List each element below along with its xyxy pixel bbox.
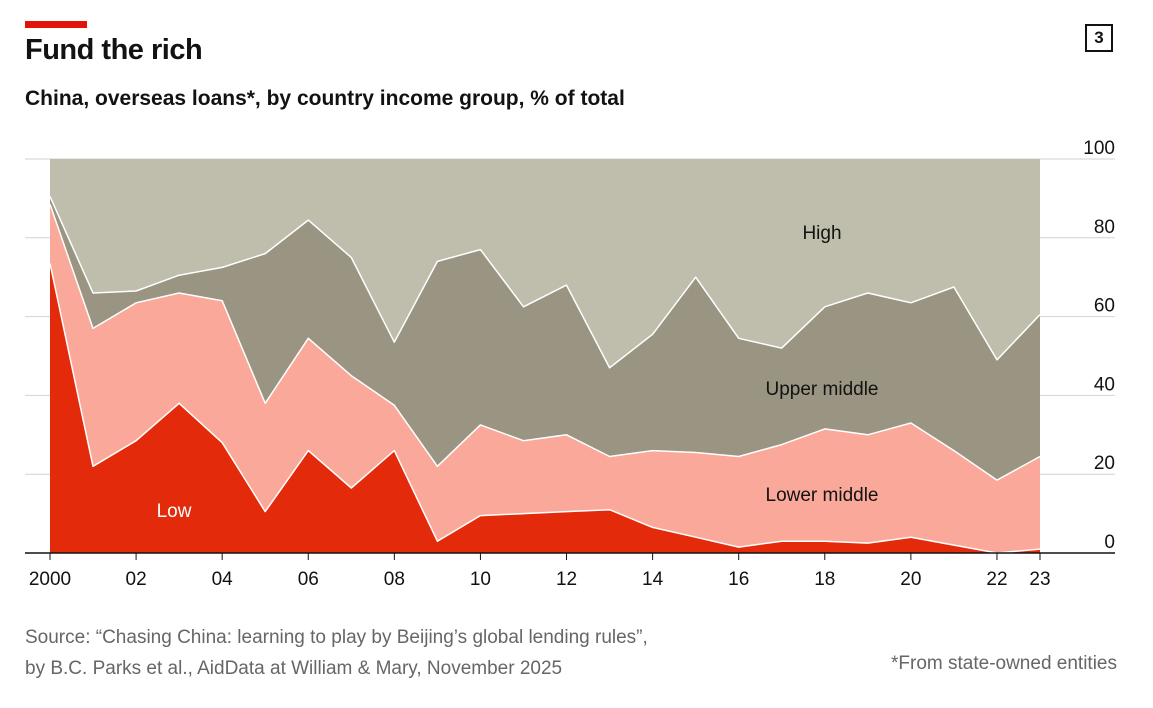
y-tick-label-100: 100 — [1083, 138, 1115, 159]
x-tick-label-2008: 08 — [384, 569, 405, 590]
chart-number-badge: 3 — [1085, 24, 1113, 52]
area-high — [50, 159, 1040, 368]
source-note: Source: “Chasing China: learning to play… — [25, 622, 648, 684]
x-tick-label-2006: 06 — [298, 569, 319, 590]
series-label-upper-middle: Upper middle — [766, 379, 879, 400]
footnote: *From state-owned entities — [891, 653, 1117, 674]
area-low — [50, 263, 1040, 553]
area-upper-middle — [50, 196, 1040, 481]
y-tick-label-0: 0 — [1104, 532, 1115, 553]
x-tick-label-2020: 20 — [900, 569, 921, 590]
x-tick-label-2010: 10 — [470, 569, 491, 590]
y-tick-label-40: 40 — [1094, 374, 1115, 395]
boundary-upper-middle — [49, 196, 1041, 369]
source-line-2: by B.C. Parks et al., AidData at William… — [25, 658, 563, 679]
stacked-area-chart: 0 20 40 60 80 100 2000 02 04 06 08 10 12 14 16 18 20 22 23… — [25, 138, 1115, 590]
series-label-low: Low — [157, 501, 192, 522]
chart-subtitle: China, overseas loans*, by country incom… — [25, 87, 625, 110]
x-tick-label-2023: 23 — [1029, 569, 1050, 590]
x-tick-label-2022: 22 — [986, 569, 1007, 590]
x-tick-label-2000: 2000 — [29, 569, 71, 590]
x-tick-label-2004: 04 — [212, 569, 234, 590]
source-line-1: Source: “Chasing China: learning to play… — [25, 627, 648, 648]
y-tick-label-20: 20 — [1094, 453, 1115, 474]
x-tick-label-2018: 18 — [814, 569, 835, 590]
x-tick-label-2012: 12 — [556, 569, 577, 590]
accent-bar — [25, 21, 87, 28]
x-tick-label-2016: 16 — [728, 569, 749, 590]
x-tick-label-2002: 02 — [126, 569, 147, 590]
chart-title: Fund the rich — [25, 34, 203, 66]
boundary-lower-middle — [49, 204, 1041, 481]
series-label-lower-middle: Lower middle — [766, 485, 879, 506]
x-tick-label-2014: 14 — [642, 569, 664, 590]
y-tick-label-60: 60 — [1094, 296, 1115, 317]
y-tick-label-80: 80 — [1094, 217, 1115, 238]
series-label-high: High — [802, 223, 841, 244]
boundary-low — [49, 263, 1041, 554]
